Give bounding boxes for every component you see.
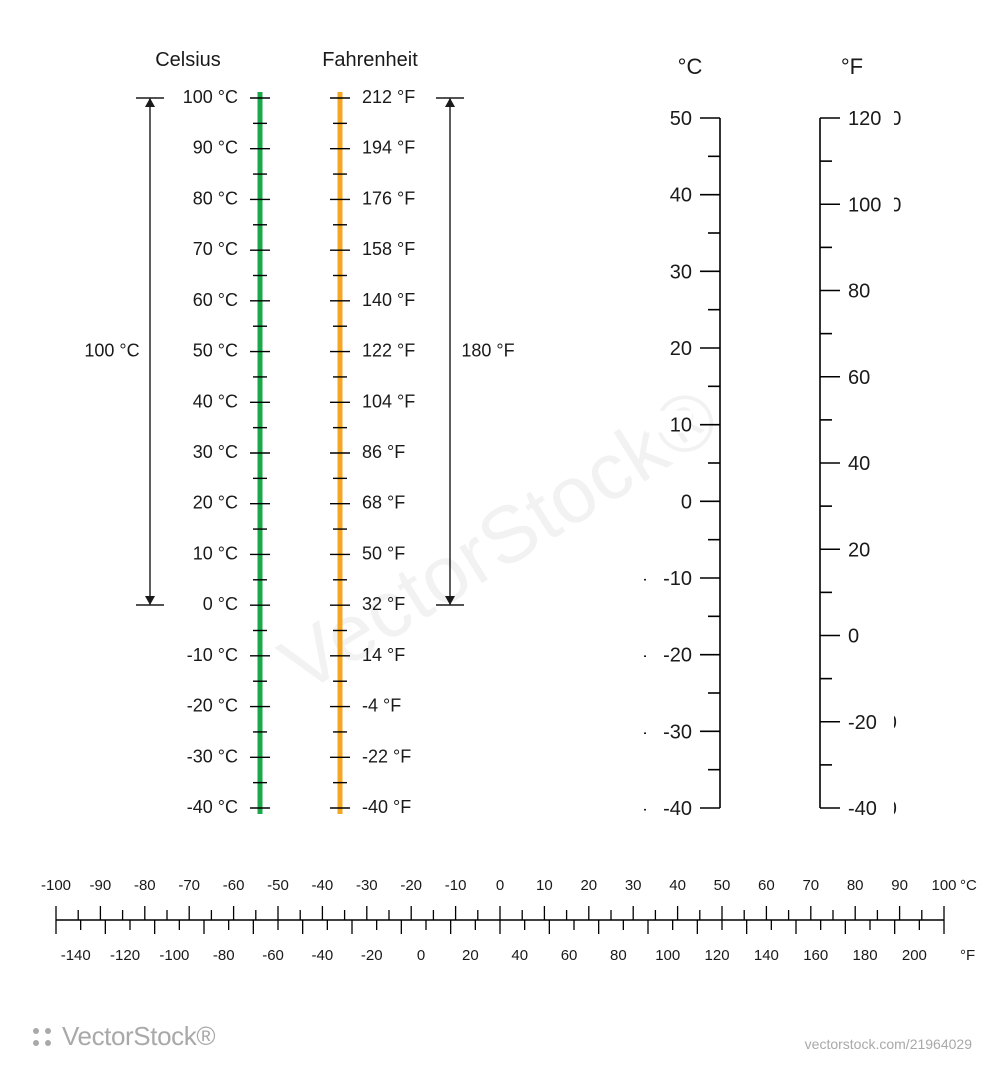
svg-text:-4 °F: -4 °F bbox=[362, 696, 401, 716]
svg-text:-22 °F: -22 °F bbox=[362, 746, 411, 766]
svg-text:30: 30 bbox=[625, 877, 642, 894]
svg-text:158 °F: 158 °F bbox=[362, 239, 415, 259]
svg-text:-120: -120 bbox=[110, 947, 140, 964]
svg-text:-40 °C: -40 °C bbox=[187, 797, 238, 817]
svg-text:-100: -100 bbox=[159, 947, 189, 964]
svg-text:50: 50 bbox=[670, 108, 692, 130]
svg-text:120: 120 bbox=[848, 108, 881, 130]
svg-text:0: 0 bbox=[496, 877, 504, 894]
svg-text:20: 20 bbox=[670, 338, 692, 360]
svg-text:30 °C: 30 °C bbox=[193, 442, 238, 462]
svg-text:200: 200 bbox=[902, 947, 927, 964]
svg-text:-20 °C: -20 °C bbox=[187, 696, 238, 716]
svg-text:-90: -90 bbox=[90, 877, 112, 894]
svg-text:-10: -10 bbox=[663, 568, 692, 590]
svg-text:14 °F: 14 °F bbox=[362, 645, 405, 665]
svg-text:60: 60 bbox=[561, 947, 578, 964]
svg-text:0 °C: 0 °C bbox=[203, 594, 238, 614]
svg-text:-80: -80 bbox=[134, 877, 156, 894]
svg-text:0: 0 bbox=[417, 947, 425, 964]
svg-text:100 °C: 100 °C bbox=[84, 341, 139, 361]
svg-text:20: 20 bbox=[462, 947, 479, 964]
svg-text:-30 °C: -30 °C bbox=[187, 746, 238, 766]
diagram-svg: Celsius100 °C90 °C80 °C70 °C60 °C50 °C40… bbox=[0, 0, 1000, 1080]
svg-text:Celsius: Celsius bbox=[155, 49, 221, 71]
svg-text:120: 120 bbox=[705, 947, 730, 964]
svg-text:-40: -40 bbox=[312, 947, 334, 964]
svg-text:-50: -50 bbox=[267, 877, 289, 894]
svg-text:70: 70 bbox=[802, 877, 819, 894]
svg-text:-10: -10 bbox=[445, 877, 467, 894]
svg-text:-70: -70 bbox=[178, 877, 200, 894]
svg-text:10: 10 bbox=[536, 877, 553, 894]
svg-text:°C: °C bbox=[960, 877, 977, 894]
svg-text:40: 40 bbox=[669, 877, 686, 894]
svg-text:40: 40 bbox=[670, 185, 692, 207]
svg-text:40 °C: 40 °C bbox=[193, 391, 238, 411]
svg-text:180: 180 bbox=[853, 947, 878, 964]
svg-text:180 °F: 180 °F bbox=[461, 341, 514, 361]
svg-text:80: 80 bbox=[847, 877, 864, 894]
svg-text:50: 50 bbox=[714, 877, 731, 894]
svg-text:100: 100 bbox=[931, 877, 956, 894]
svg-text:50 °F: 50 °F bbox=[362, 543, 405, 563]
svg-text:80: 80 bbox=[848, 281, 870, 303]
svg-text:0: 0 bbox=[848, 626, 859, 648]
svg-text:-20: -20 bbox=[361, 947, 383, 964]
svg-text:140 °F: 140 °F bbox=[362, 290, 415, 310]
svg-text:-30: -30 bbox=[663, 721, 692, 743]
svg-text:160: 160 bbox=[803, 947, 828, 964]
svg-text:-60: -60 bbox=[262, 947, 284, 964]
svg-text:-10 °C: -10 °C bbox=[187, 645, 238, 665]
svg-text:0: 0 bbox=[681, 491, 692, 513]
svg-text:-40: -40 bbox=[663, 798, 692, 820]
svg-text:70 °C: 70 °C bbox=[193, 239, 238, 259]
svg-text:-20: -20 bbox=[663, 645, 692, 667]
svg-text:-40 °F: -40 °F bbox=[362, 797, 411, 817]
svg-text:100: 100 bbox=[848, 194, 881, 216]
svg-text:194 °F: 194 °F bbox=[362, 138, 415, 158]
svg-text:100 °C: 100 °C bbox=[183, 87, 238, 107]
svg-text:60: 60 bbox=[848, 367, 870, 389]
svg-text:40: 40 bbox=[848, 453, 870, 475]
svg-text:100: 100 bbox=[655, 947, 680, 964]
svg-text:176 °F: 176 °F bbox=[362, 188, 415, 208]
svg-text:-40: -40 bbox=[848, 798, 877, 820]
svg-text:50 °C: 50 °C bbox=[193, 341, 238, 361]
svg-text:-40: -40 bbox=[312, 877, 334, 894]
svg-text:°F: °F bbox=[841, 54, 863, 79]
svg-text:32 °F: 32 °F bbox=[362, 594, 405, 614]
svg-text:20: 20 bbox=[848, 539, 870, 561]
svg-text:80: 80 bbox=[610, 947, 627, 964]
svg-text:-80: -80 bbox=[213, 947, 235, 964]
svg-text:-100: -100 bbox=[41, 877, 71, 894]
svg-text:-20: -20 bbox=[848, 712, 877, 734]
svg-text:40: 40 bbox=[511, 947, 528, 964]
svg-text:10: 10 bbox=[670, 415, 692, 437]
svg-text:-30: -30 bbox=[356, 877, 378, 894]
svg-text:Fahrenheit: Fahrenheit bbox=[322, 49, 418, 71]
svg-text:90 °C: 90 °C bbox=[193, 138, 238, 158]
svg-text:-20: -20 bbox=[400, 877, 422, 894]
svg-text:30: 30 bbox=[670, 261, 692, 283]
svg-text:212 °F: 212 °F bbox=[362, 87, 415, 107]
svg-text:90: 90 bbox=[891, 877, 908, 894]
svg-text:68 °F: 68 °F bbox=[362, 493, 405, 513]
svg-text:60: 60 bbox=[758, 877, 775, 894]
svg-text:20 °C: 20 °C bbox=[193, 493, 238, 513]
svg-text:°F: °F bbox=[960, 947, 975, 964]
svg-text:°C: °C bbox=[678, 54, 703, 79]
svg-text:20: 20 bbox=[580, 877, 597, 894]
svg-text:104 °F: 104 °F bbox=[362, 391, 415, 411]
svg-text:60 °C: 60 °C bbox=[193, 290, 238, 310]
svg-text:-140: -140 bbox=[61, 947, 91, 964]
svg-text:80 °C: 80 °C bbox=[193, 188, 238, 208]
svg-text:122 °F: 122 °F bbox=[362, 341, 415, 361]
svg-text:10 °C: 10 °C bbox=[193, 543, 238, 563]
svg-text:86 °F: 86 °F bbox=[362, 442, 405, 462]
svg-text:-60: -60 bbox=[223, 877, 245, 894]
svg-text:140: 140 bbox=[754, 947, 779, 964]
